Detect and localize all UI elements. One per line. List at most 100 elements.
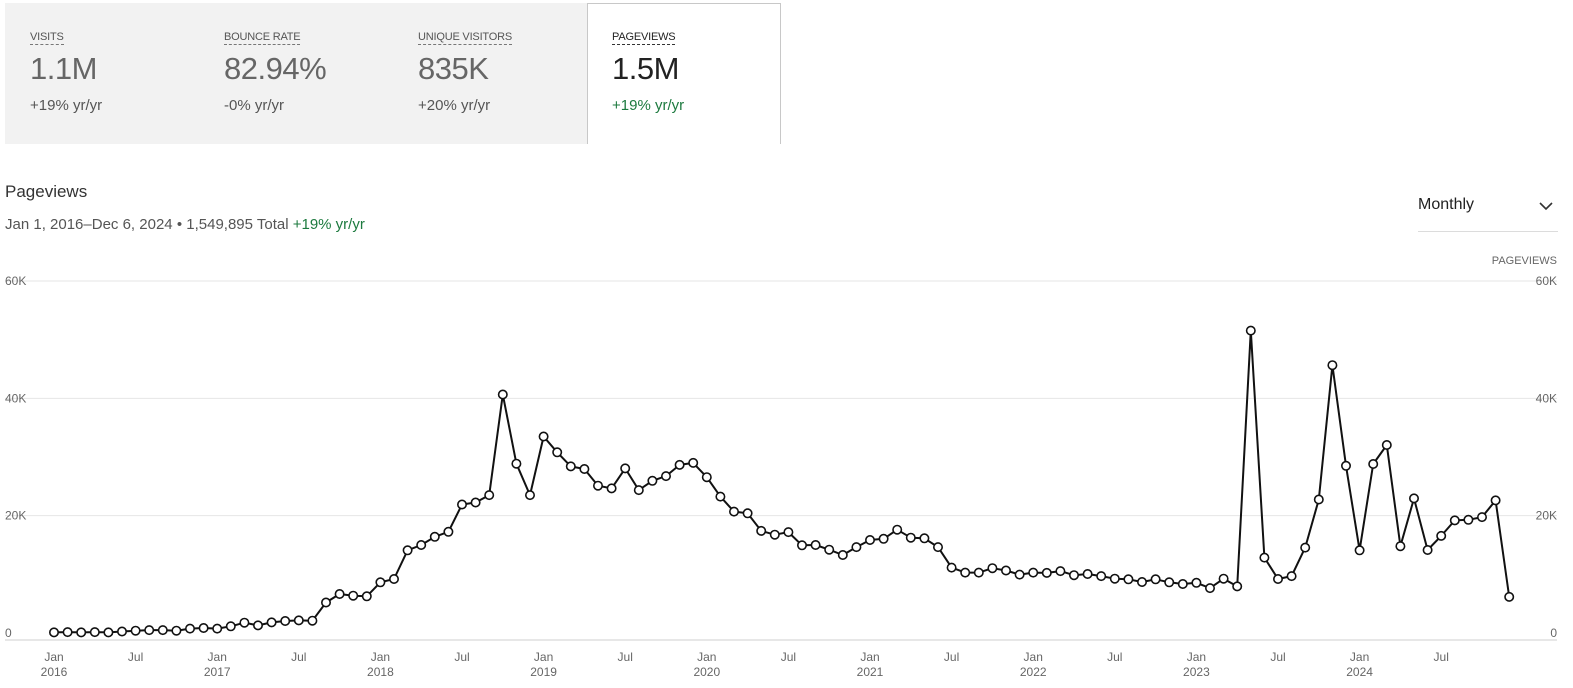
- data-point[interactable]: [674, 459, 685, 470]
- data-point[interactable]: [443, 526, 454, 537]
- data-point[interactable]: [824, 544, 835, 555]
- data-point[interactable]: [620, 463, 631, 474]
- data-point[interactable]: [973, 567, 984, 578]
- data-point[interactable]: [130, 625, 141, 636]
- data-point[interactable]: [117, 626, 128, 637]
- tab-pageviews[interactable]: PAGEVIEWS 1.5M +19% yr/yr: [587, 3, 781, 144]
- data-point[interactable]: [1055, 566, 1066, 577]
- data-point[interactable]: [728, 506, 739, 517]
- data-point[interactable]: [484, 490, 495, 501]
- data-point[interactable]: [837, 549, 848, 560]
- data-point[interactable]: [1490, 495, 1501, 506]
- data-point[interactable]: [552, 447, 563, 458]
- data-point[interactable]: [565, 461, 576, 472]
- data-point[interactable]: [497, 389, 508, 400]
- data-point[interactable]: [1218, 573, 1229, 584]
- tab-bounce-rate[interactable]: BOUNCE RATE 82.94% -0% yr/yr: [199, 3, 393, 144]
- data-point[interactable]: [1137, 576, 1148, 587]
- data-point[interactable]: [456, 499, 467, 510]
- data-point[interactable]: [1381, 440, 1392, 451]
- data-point[interactable]: [1327, 360, 1338, 371]
- data-point[interactable]: [280, 615, 291, 626]
- data-point[interactable]: [239, 617, 250, 628]
- data-point[interactable]: [851, 542, 862, 553]
- data-point[interactable]: [946, 562, 957, 573]
- data-point[interactable]: [987, 563, 998, 574]
- data-point[interactable]: [293, 615, 304, 626]
- data-point[interactable]: [266, 617, 277, 628]
- data-point[interactable]: [633, 485, 644, 496]
- data-point[interactable]: [783, 527, 794, 538]
- data-point[interactable]: [864, 534, 875, 545]
- data-point[interactable]: [348, 590, 359, 601]
- data-point[interactable]: [429, 531, 440, 542]
- data-point[interactable]: [334, 588, 345, 599]
- data-point[interactable]: [932, 542, 943, 553]
- data-point[interactable]: [892, 524, 903, 535]
- data-point[interactable]: [1014, 569, 1025, 580]
- data-point[interactable]: [402, 545, 413, 556]
- data-point[interactable]: [796, 540, 807, 551]
- data-point[interactable]: [742, 508, 753, 519]
- data-point[interactable]: [1368, 459, 1379, 470]
- data-point[interactable]: [1164, 577, 1175, 588]
- data-point[interactable]: [1191, 577, 1202, 588]
- data-point[interactable]: [1123, 574, 1134, 585]
- data-point[interactable]: [919, 533, 930, 544]
- data-point[interactable]: [1286, 571, 1297, 582]
- data-point[interactable]: [1028, 567, 1039, 578]
- data-point[interactable]: [361, 591, 372, 602]
- data-point[interactable]: [810, 539, 821, 550]
- data-point[interactable]: [769, 529, 780, 540]
- data-point[interactable]: [1000, 565, 1011, 576]
- data-point[interactable]: [1300, 542, 1311, 553]
- data-point[interactable]: [144, 625, 155, 636]
- data-point[interactable]: [606, 483, 617, 494]
- data-point[interactable]: [225, 621, 236, 632]
- data-point[interactable]: [157, 625, 168, 636]
- data-point[interactable]: [1096, 571, 1107, 582]
- data-point[interactable]: [1109, 573, 1120, 584]
- data-point[interactable]: [1232, 581, 1243, 592]
- data-point[interactable]: [1205, 583, 1216, 594]
- data-point[interactable]: [89, 627, 100, 638]
- data-point[interactable]: [103, 627, 114, 638]
- data-point[interactable]: [511, 458, 522, 469]
- data-point[interactable]: [388, 573, 399, 584]
- data-point[interactable]: [1069, 570, 1080, 581]
- data-point[interactable]: [1341, 460, 1352, 471]
- data-point[interactable]: [1422, 544, 1433, 555]
- tab-visits[interactable]: VISITS 1.1M +19% yr/yr: [5, 3, 199, 144]
- data-point[interactable]: [579, 464, 590, 475]
- data-point[interactable]: [62, 627, 73, 638]
- data-point[interactable]: [1504, 591, 1515, 602]
- data-point[interactable]: [1245, 325, 1256, 336]
- data-point[interactable]: [1395, 541, 1406, 552]
- data-point[interactable]: [212, 623, 223, 634]
- data-point[interactable]: [905, 532, 916, 543]
- data-point[interactable]: [960, 567, 971, 578]
- data-point[interactable]: [524, 490, 535, 501]
- data-point[interactable]: [715, 491, 726, 502]
- data-point[interactable]: [1354, 545, 1365, 556]
- data-point[interactable]: [756, 525, 767, 536]
- data-point[interactable]: [701, 472, 712, 483]
- data-point[interactable]: [1273, 573, 1284, 584]
- data-point[interactable]: [647, 475, 658, 486]
- period-select[interactable]: Monthly: [1418, 190, 1558, 232]
- data-point[interactable]: [878, 533, 889, 544]
- data-point[interactable]: [1313, 494, 1324, 505]
- data-point[interactable]: [1041, 567, 1052, 578]
- data-point[interactable]: [538, 431, 549, 442]
- data-point[interactable]: [1082, 568, 1093, 579]
- data-point[interactable]: [1409, 493, 1420, 504]
- data-point[interactable]: [48, 627, 59, 638]
- data-point[interactable]: [1463, 514, 1474, 525]
- data-point[interactable]: [320, 597, 331, 608]
- data-point[interactable]: [1177, 578, 1188, 589]
- data-point[interactable]: [470, 497, 481, 508]
- data-point[interactable]: [1477, 512, 1488, 523]
- data-point[interactable]: [1449, 515, 1460, 526]
- data-point[interactable]: [1150, 574, 1161, 585]
- tab-unique-visitors[interactable]: UNIQUE VISITORS 835K +20% yr/yr: [393, 3, 587, 144]
